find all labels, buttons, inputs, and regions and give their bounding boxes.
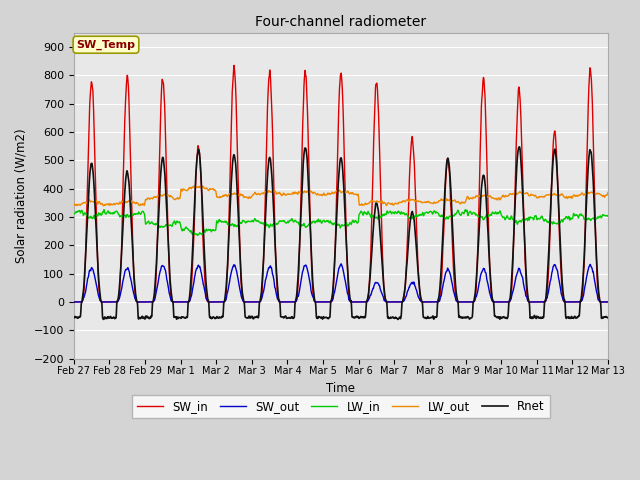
X-axis label: Time: Time [326, 382, 355, 395]
LW_in [194, 233, 202, 239]
Line: Rnet: Rnet [74, 147, 608, 320]
SW_in [321, 299, 329, 305]
LW_out [431, 201, 439, 206]
LW_out [166, 194, 173, 200]
SW_out [461, 299, 468, 305]
Rnet [166, 275, 173, 280]
SW_in [604, 299, 611, 305]
Text: SW_Temp: SW_Temp [76, 39, 136, 50]
LW_in [461, 209, 468, 215]
SW_out [604, 299, 612, 305]
Title: Four-channel radiometer: Four-channel radiometer [255, 15, 426, 29]
LW_in [70, 211, 77, 217]
LW_out [199, 183, 207, 189]
Rnet [321, 315, 329, 321]
SW_out [337, 261, 345, 267]
Rnet [100, 317, 108, 323]
LW_in [604, 213, 612, 218]
LW_out [100, 203, 108, 209]
SW_in [230, 62, 238, 68]
LW_out [604, 191, 611, 196]
LW_out [491, 196, 499, 202]
LW_in [321, 219, 329, 225]
SW_in [491, 299, 499, 305]
Rnet [461, 314, 468, 320]
Y-axis label: Solar radiation (W/m2): Solar radiation (W/m2) [15, 129, 28, 263]
Rnet [516, 144, 524, 150]
Rnet [491, 313, 499, 319]
SW_in [431, 299, 439, 305]
LW_in [166, 223, 173, 228]
LW_out [461, 200, 468, 205]
SW_in [166, 278, 173, 284]
SW_out [431, 299, 439, 305]
LW_in [461, 207, 469, 213]
Rnet [604, 315, 612, 321]
Line: SW_out: SW_out [74, 264, 608, 302]
Legend: SW_in, SW_out, LW_in, LW_out, Rnet: SW_in, SW_out, LW_in, LW_out, Rnet [132, 396, 550, 418]
SW_out [491, 299, 499, 305]
SW_in [604, 299, 612, 305]
LW_out [321, 192, 329, 198]
Rnet [70, 315, 77, 321]
Line: SW_in: SW_in [74, 65, 608, 302]
Rnet [431, 314, 439, 320]
Line: LW_in: LW_in [74, 210, 608, 236]
Line: LW_out: LW_out [74, 186, 608, 206]
LW_in [431, 209, 439, 215]
Rnet [604, 315, 611, 321]
SW_out [70, 299, 77, 305]
LW_in [604, 214, 611, 219]
SW_in [70, 299, 77, 305]
SW_out [321, 299, 328, 305]
LW_out [604, 190, 612, 195]
SW_out [604, 299, 611, 305]
SW_in [461, 299, 468, 305]
LW_in [491, 210, 499, 216]
LW_out [70, 201, 77, 206]
SW_out [166, 292, 173, 298]
